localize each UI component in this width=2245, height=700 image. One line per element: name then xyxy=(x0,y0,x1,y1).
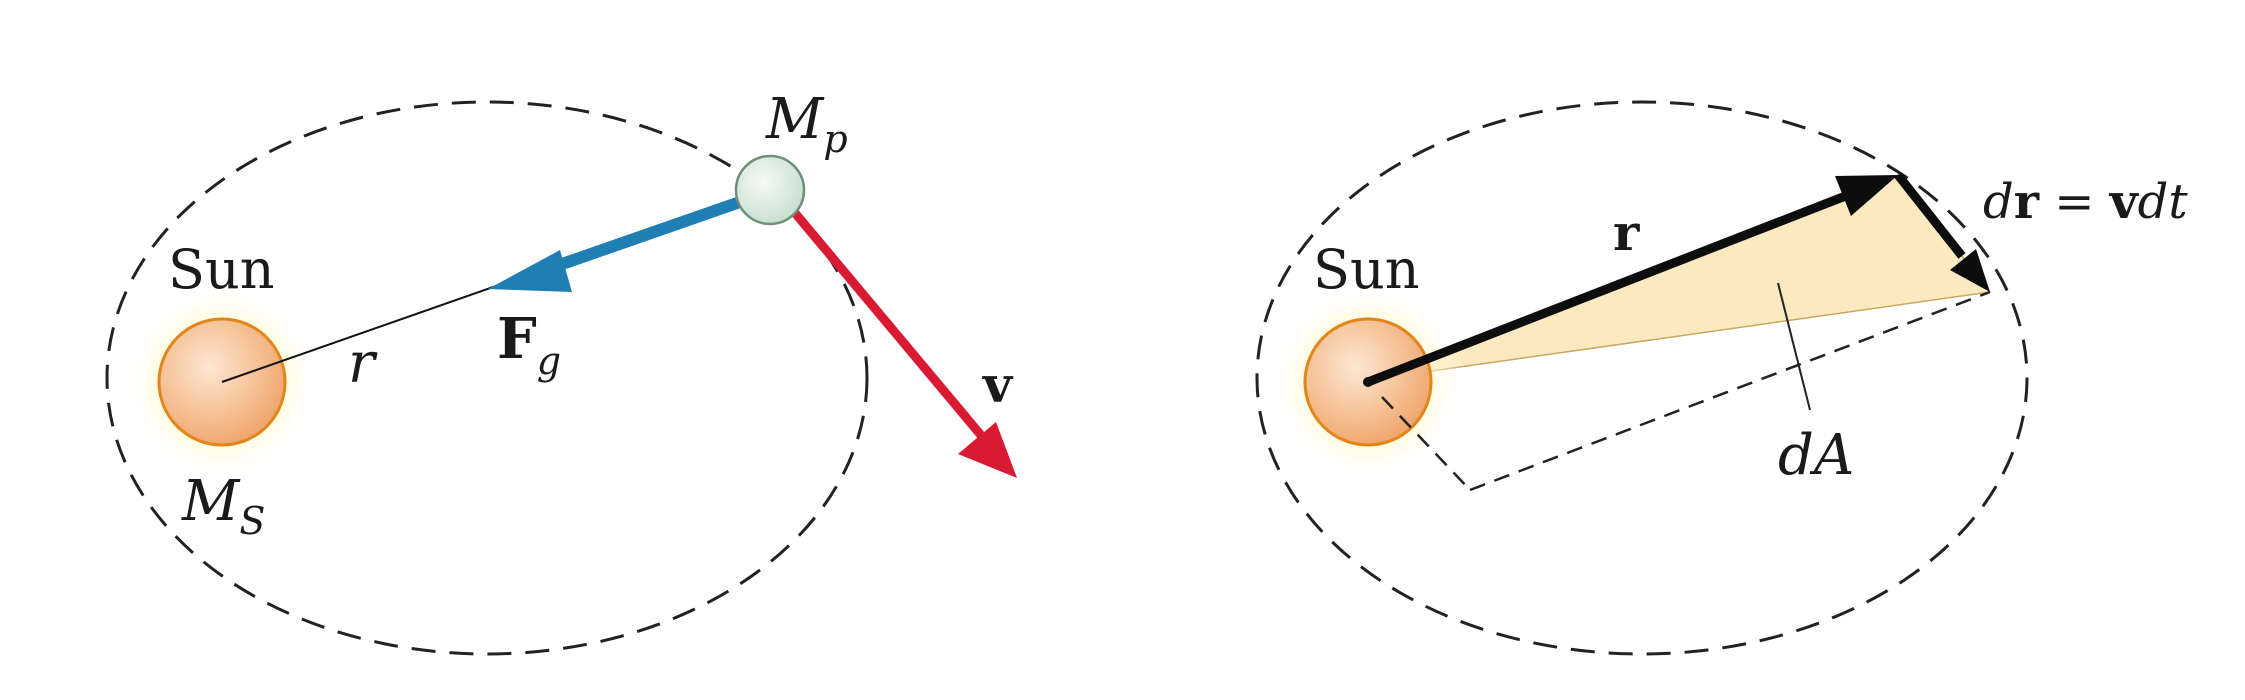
sun-mass-subscript: S xyxy=(239,499,265,543)
right-base-line xyxy=(1469,290,1991,492)
displacement-head xyxy=(1950,249,1990,292)
radius-vector-origin xyxy=(1363,377,1373,387)
displacement-equals: = xyxy=(2039,174,2110,230)
displacement-dt: dt xyxy=(2138,174,2189,230)
right-sun-label: Sun xyxy=(1313,238,1420,301)
radius-vector-shaft xyxy=(1366,190,1850,387)
force-symbol: F xyxy=(497,306,537,372)
left-orbit-path xyxy=(105,100,869,656)
right-panel: Sun r dr = vdt dA xyxy=(1255,100,2188,656)
planet xyxy=(734,154,806,226)
force-label: Fg xyxy=(497,306,561,383)
displacement-r: r xyxy=(2014,174,2040,230)
velocity-arrow-head xyxy=(958,422,1017,478)
right-height-line xyxy=(1381,396,1471,491)
velocity-arrow-shaft xyxy=(786,204,989,443)
displacement-shaft xyxy=(1894,172,1966,259)
right-orbit-path xyxy=(1255,100,2029,656)
force-subscript: g xyxy=(537,339,561,383)
planet-mass-subscript: p xyxy=(823,117,847,161)
planet-mass-label: Mp xyxy=(765,87,848,161)
left-panel: Sun MS Mp r Fg v xyxy=(105,87,1017,656)
left-sun-label: Sun xyxy=(168,238,275,301)
area-pointer-line xyxy=(1777,282,1811,411)
displacement-equation: dr = vdt xyxy=(1983,174,2188,230)
sun-mass-label: MS xyxy=(181,469,265,543)
displacement-d: d xyxy=(1983,174,2014,230)
force-arrow-head xyxy=(488,250,572,292)
sun-mass-symbol: M xyxy=(181,469,241,534)
velocity-label: v xyxy=(982,355,1014,414)
radius-vector-label: r xyxy=(1613,203,1640,262)
force-arrow-shaft xyxy=(543,196,742,276)
planet-mass-symbol: M xyxy=(765,87,825,152)
radius-label: r xyxy=(348,331,378,396)
area-label: dA xyxy=(1778,423,1854,488)
displacement-v: v xyxy=(2109,174,2140,230)
radius-vector-head xyxy=(1835,175,1898,216)
